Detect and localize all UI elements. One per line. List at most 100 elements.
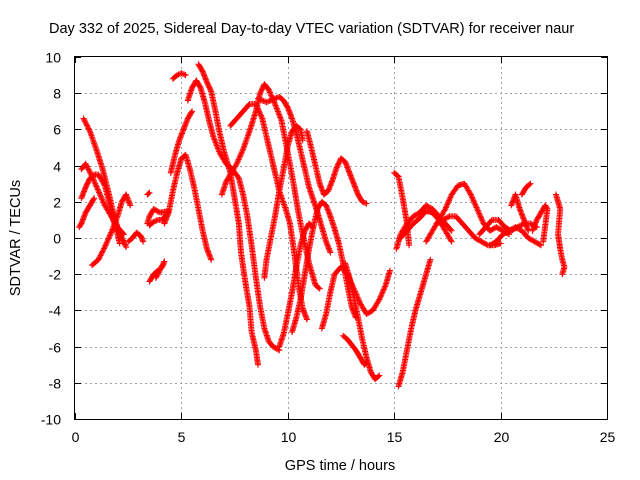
data-point	[90, 177, 97, 184]
data-point	[412, 211, 419, 218]
data-point	[469, 194, 476, 201]
data-point	[467, 190, 474, 197]
data-point	[175, 71, 182, 78]
data-point	[93, 183, 100, 190]
data-point	[83, 121, 90, 128]
data-point	[473, 235, 480, 242]
data-point	[423, 202, 430, 209]
data-point	[83, 162, 90, 169]
data-point	[116, 240, 123, 247]
series-sat-36	[552, 191, 568, 278]
data-point	[471, 200, 478, 207]
data-point	[256, 108, 263, 115]
data-point	[376, 372, 383, 379]
data-point	[266, 98, 273, 105]
data-point	[83, 183, 90, 190]
data-point	[501, 230, 508, 237]
data-point	[478, 238, 485, 245]
data-point	[527, 236, 534, 243]
data-point	[334, 163, 341, 170]
y-axis-label: SDTVAR / TECUs	[8, 180, 24, 296]
data-point	[205, 83, 212, 90]
data-point	[437, 218, 444, 225]
data-point	[470, 197, 477, 204]
data-point	[380, 286, 387, 293]
data-point	[154, 208, 161, 215]
data-point	[494, 224, 501, 231]
data-point	[206, 85, 213, 92]
data-point	[525, 235, 532, 241]
data-point	[157, 266, 164, 273]
data-point	[99, 198, 106, 205]
data-point	[85, 125, 92, 132]
data-point	[264, 98, 271, 105]
data-point	[85, 177, 92, 184]
data-point	[270, 96, 277, 103]
data-point	[515, 225, 522, 232]
data-point	[441, 207, 448, 214]
data-point	[259, 97, 266, 104]
series-sat-05	[76, 195, 98, 231]
data-point	[98, 251, 105, 258]
data-point	[207, 87, 214, 94]
series-sat-12	[169, 70, 189, 82]
data-point	[448, 227, 455, 234]
data-point	[257, 90, 264, 97]
data-point	[378, 292, 385, 299]
series-sat-33	[508, 191, 532, 234]
y-tick-label: 0	[53, 231, 61, 247]
data-point	[504, 228, 511, 235]
data-point	[498, 227, 505, 234]
data-point	[123, 244, 130, 251]
data-point	[486, 242, 493, 249]
series-sat-20	[289, 198, 359, 336]
data-point	[94, 185, 101, 192]
y-tick-label: 6	[53, 122, 61, 138]
data-point	[97, 192, 104, 199]
data-point	[335, 160, 342, 167]
data-point	[101, 244, 108, 251]
data-point	[157, 265, 164, 272]
data-point	[254, 105, 261, 112]
x-tick-label: 5	[178, 429, 186, 445]
data-point	[380, 287, 387, 294]
data-point	[444, 200, 451, 207]
data-point	[532, 239, 539, 246]
data-point	[445, 198, 452, 205]
data-point	[96, 189, 103, 196]
data-point	[299, 137, 306, 144]
data-point	[501, 224, 508, 231]
data-point	[154, 272, 161, 279]
data-point	[445, 214, 452, 221]
data-point	[475, 208, 482, 215]
data-point	[513, 224, 520, 231]
data-point	[438, 217, 445, 224]
data-point	[477, 237, 484, 244]
data-point	[478, 214, 485, 221]
x-tick-label: 10	[281, 429, 297, 445]
data-point	[203, 79, 210, 86]
data-point	[502, 229, 509, 236]
data-point	[77, 221, 84, 228]
data-point	[159, 261, 166, 268]
data-point	[257, 96, 264, 103]
data-point	[237, 152, 244, 159]
data-point	[189, 108, 196, 115]
data-point	[100, 181, 107, 188]
data-point	[266, 88, 273, 95]
data-point	[472, 203, 479, 210]
data-point	[436, 219, 443, 226]
data-point	[441, 216, 448, 223]
data-point	[263, 99, 270, 106]
data-point	[268, 92, 275, 99]
data-point	[467, 191, 474, 198]
data-point	[85, 179, 92, 186]
data-point	[506, 227, 513, 234]
data-point	[91, 195, 98, 202]
y-tick-label: 8	[53, 86, 61, 102]
data-point	[366, 309, 373, 316]
data-point	[100, 199, 107, 206]
data-point	[158, 263, 165, 270]
data-point	[86, 169, 93, 176]
